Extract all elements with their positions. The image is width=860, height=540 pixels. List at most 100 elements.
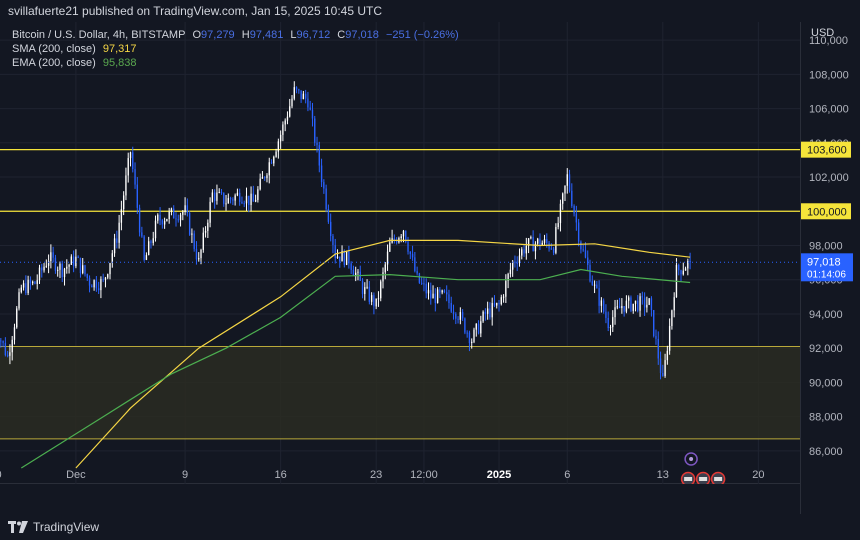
candle-body [286,116,289,121]
candle-body [100,279,102,291]
candle-body [31,281,34,284]
candle-body [2,341,4,343]
candle-body [407,241,409,252]
candle-body [477,323,480,334]
tradingview-logo[interactable]: TradingView [8,520,99,534]
candle-body [20,287,22,293]
candle-body [113,238,116,254]
candle-body [623,306,625,312]
candle-body [66,266,68,269]
candle-body [632,303,634,311]
candle-body [486,308,489,314]
candle-body [655,336,657,339]
candles [0,81,691,380]
candle-body [673,297,675,311]
candle-body [493,303,496,306]
candle-body [257,189,259,200]
legend-high-value: 97,481 [249,29,284,41]
level-price-tag [801,203,851,220]
candle-body [311,109,314,119]
chart-plot[interactable]: :00 Dec 9 16 23 12:00 2025 6 13 20 [0,22,800,487]
candle-body [184,205,186,212]
candle-body [248,195,250,205]
candle-body [666,350,669,361]
candle-body [657,338,659,359]
candle-body [434,293,437,304]
price-axis[interactable]: USD86,00088,00090,00092,00094,00096,0009… [800,22,860,514]
chart-area[interactable]: :00 Dec 9 16 23 12:00 2025 6 13 20 [0,22,800,487]
legend-open-label: O [192,29,202,41]
y-tick-label: 90,000 [809,377,843,389]
candle-body [236,192,239,196]
candle-body [268,162,270,176]
candle-body [509,269,512,274]
candle-body [384,264,386,273]
legend-ema-row[interactable]: EMA (200, close) 95,838 [12,56,463,70]
candle-body [141,232,143,237]
candle-body [159,214,161,221]
candle-body [25,283,27,294]
candle-body [361,280,364,294]
candle-body [393,238,396,241]
legend-open-value: 97,279 [201,29,235,41]
axis-currency-label: USD [811,27,834,39]
legend-close-value: 97,018 [345,29,379,41]
candle-body [550,248,553,250]
candle-body [47,261,50,266]
candle-body [252,193,255,202]
candle-body [368,286,371,302]
candle-body [468,332,471,344]
candle-body [341,250,343,262]
legend-low-value: 96,712 [296,29,331,41]
candle-body [79,257,82,274]
candle-body [457,318,459,320]
candle-body [168,211,170,220]
candle-body [63,268,66,278]
legend-ema-value: 95,838 [102,57,137,69]
candle-body [309,107,311,110]
candle-body [562,193,564,204]
candle-body [370,295,373,302]
candle-body [459,312,462,320]
y-tick-label: 86,000 [809,446,843,458]
candle-body [612,317,614,328]
candle-body [543,239,546,243]
tradingview-brand-text: TradingView [33,520,100,534]
candle-body [259,178,261,190]
candle-body [598,288,600,306]
candle-body [143,236,145,260]
candle-body [389,242,391,252]
candle-body [284,120,286,125]
candle-body [446,292,448,295]
candle-body [120,209,123,223]
candle-body [637,300,639,311]
candle-body [325,188,327,210]
candle-body [227,198,229,204]
candle-body [641,296,644,298]
candle-body [537,238,539,244]
candle-body [88,277,91,286]
candle-body [539,238,541,246]
candle-body [302,93,305,100]
candle-body [34,281,36,284]
candle-body [575,213,578,223]
candle-body [68,264,70,267]
candle-body [589,264,591,282]
last-price-countdown: 01:14:06 [807,269,846,280]
candle-body [250,193,252,205]
candle-body [72,256,75,267]
candle-body [555,226,557,253]
legend-low-label: L [290,29,297,41]
candle-body [36,280,38,284]
candle-body [43,266,45,271]
legend-sma-row[interactable]: SMA (200, close) 97,317 [12,42,463,56]
candle-body [61,263,63,278]
candle-body [186,205,189,213]
candle-body [436,289,439,304]
candle-body [243,203,245,205]
y-tick-label: 102,000 [809,172,849,184]
candle-body [307,98,309,108]
candle-body [191,233,193,235]
legend-change-value: −251 (−0.26%) [385,29,459,41]
candle-body [77,256,79,258]
